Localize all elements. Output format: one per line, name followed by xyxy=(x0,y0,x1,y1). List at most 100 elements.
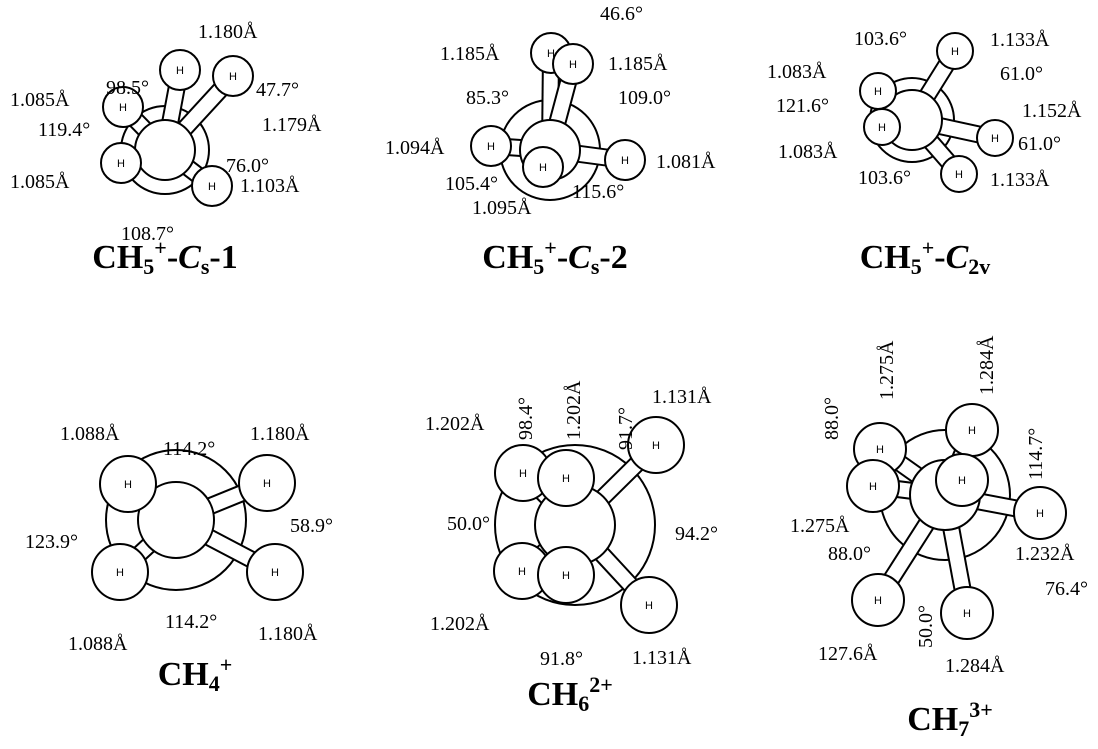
geometry-label: 105.4° xyxy=(445,173,498,195)
geometry-label: 1.275Å xyxy=(790,515,850,537)
carbon-atom xyxy=(135,120,195,180)
geometry-label: 1.133Å xyxy=(990,169,1050,191)
name-part: 5 xyxy=(911,254,922,279)
geometry-label: 103.6° xyxy=(858,167,911,189)
geometry-label: 94.2° xyxy=(675,523,718,545)
name-part: 5 xyxy=(143,254,154,279)
geometry-label: 1.088Å xyxy=(68,633,128,655)
geometry-label: 114.2° xyxy=(165,611,217,633)
geometry-label: 1.081Å xyxy=(656,151,716,173)
geometry-label: 1.133Å xyxy=(990,29,1050,51)
name-part: CH xyxy=(482,239,533,276)
geometry-label: 1.095Å xyxy=(472,197,532,219)
geometry-label: 1.284Å xyxy=(976,335,998,395)
name-part: -1 xyxy=(209,239,237,276)
geometry-label: 119.4° xyxy=(38,119,90,141)
geometry-label: 114.7° xyxy=(1025,428,1047,480)
geometry-label: 1.202Å xyxy=(430,613,490,635)
name-part: -2 xyxy=(599,239,627,276)
geometry-label: 114.2° xyxy=(163,438,215,460)
molecule-name: CH5+-Cs-2 xyxy=(482,235,627,279)
name-part: 6 xyxy=(578,691,589,716)
geometry-label: 1.232Å xyxy=(1015,543,1075,565)
geometry-label: 1.152Å xyxy=(1022,100,1082,122)
name-part: 3+ xyxy=(969,697,993,722)
geometry-label: 98.4° xyxy=(515,397,537,440)
molecule-name: CH4+ xyxy=(158,652,233,696)
atom-label: H xyxy=(951,46,959,58)
name-part: - xyxy=(557,239,568,276)
geometry-label: 1.185Å xyxy=(608,53,668,75)
molecule: HHHHH1.180Å98.5°47.7°1.085Å1.179Å119.4°7… xyxy=(10,21,322,279)
geometry-label: 1.284Å xyxy=(945,655,1005,677)
name-part: C xyxy=(178,239,201,276)
atom-label: H xyxy=(124,479,132,491)
name-part: CH xyxy=(158,656,209,693)
geometry-label: 1.202Å xyxy=(563,380,585,440)
atom-label: H xyxy=(569,59,577,71)
geometry-label: 1.083Å xyxy=(767,61,827,83)
name-part: C xyxy=(946,239,969,276)
geometry-label: 1.275Å xyxy=(876,340,898,400)
geometry-label: 58.9° xyxy=(290,515,333,537)
name-part: + xyxy=(154,235,167,260)
geometry-label: 1.179Å xyxy=(262,114,322,136)
geometry-label: 50.0° xyxy=(915,605,937,648)
geometry-label: 109.0° xyxy=(618,87,671,109)
geometry-label: 127.6Å xyxy=(818,643,878,665)
geometry-label: 61.0° xyxy=(1000,63,1043,85)
geometry-label: 76.4° xyxy=(1045,578,1088,600)
atom-label: H xyxy=(876,444,884,456)
geometry-label: 1.085Å xyxy=(10,89,70,111)
molecule-name: CH5+-C2v xyxy=(860,235,991,279)
atom-label: H xyxy=(1036,508,1044,520)
atom-label: H xyxy=(487,141,495,153)
atom-label: H xyxy=(652,440,660,452)
name-part: - xyxy=(934,239,945,276)
geometry-label: 76.0° xyxy=(226,155,269,177)
atom-label: H xyxy=(562,473,570,485)
geometry-label: 85.3° xyxy=(466,87,509,109)
atom-label: H xyxy=(955,169,963,181)
name-part: CH xyxy=(907,701,958,738)
atom-label: H xyxy=(176,65,184,77)
name-part: + xyxy=(544,235,557,260)
geometry-label: 1.180Å xyxy=(250,423,310,445)
atom-label: H xyxy=(963,608,971,620)
atom-label: H xyxy=(208,181,216,193)
atom-label: H xyxy=(271,567,279,579)
geometry-label: 88.0° xyxy=(821,397,843,440)
geometry-label: 1.088Å xyxy=(60,423,120,445)
geometry-label: 98.5° xyxy=(106,77,149,99)
figure: HHHHH1.180Å98.5°47.7°1.085Å1.179Å119.4°7… xyxy=(0,0,1098,749)
geometry-label: 88.0° xyxy=(828,543,871,565)
geometry-label: 1.103Å xyxy=(240,175,300,197)
geometry-label: 91.7° xyxy=(615,407,637,450)
atom-label: H xyxy=(958,475,966,487)
atom-label: H xyxy=(518,566,526,578)
geometry-label: 1.131Å xyxy=(652,386,712,408)
name-part: + xyxy=(220,652,233,677)
atom-label: H xyxy=(878,122,886,134)
geometry-label: 61.0° xyxy=(1018,133,1061,155)
geometry-label: 91.8° xyxy=(540,648,583,670)
geometry-label: 103.6° xyxy=(854,28,907,50)
atom-label: H xyxy=(229,71,237,83)
atom-label: H xyxy=(874,595,882,607)
geometry-label: 1.185Å xyxy=(440,43,500,65)
name-part: C xyxy=(568,239,591,276)
atom-label: H xyxy=(539,162,547,174)
geometry-label: 1.094Å xyxy=(385,137,445,159)
geometry-label: 1.131Å xyxy=(632,647,692,669)
atom-label: H xyxy=(874,86,882,98)
name-part: CH xyxy=(527,676,578,713)
geometry-label: 1.202Å xyxy=(425,413,485,435)
atom-label: H xyxy=(645,600,653,612)
atom-label: H xyxy=(519,468,527,480)
molecule: HHHHH103.6°1.133Å1.083Å61.0°121.6°1.152Å… xyxy=(767,28,1082,279)
name-part: 2v xyxy=(968,254,990,279)
